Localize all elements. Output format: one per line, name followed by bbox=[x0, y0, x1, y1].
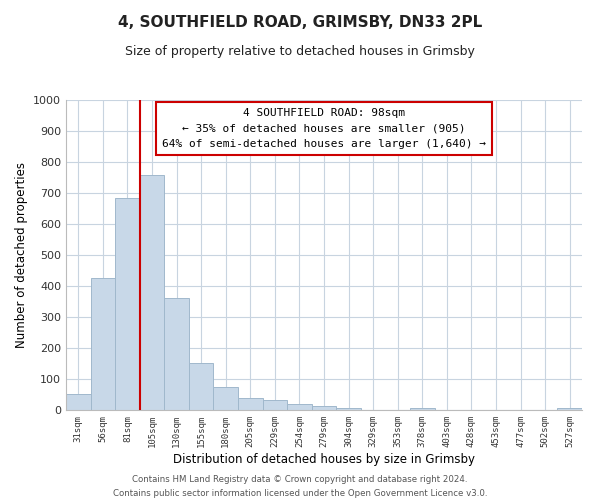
Bar bbox=[336, 408, 361, 410]
Bar bbox=[410, 408, 434, 410]
Bar bbox=[140, 176, 164, 410]
Bar bbox=[164, 298, 189, 410]
Y-axis label: Number of detached properties: Number of detached properties bbox=[14, 162, 28, 348]
Bar bbox=[238, 398, 263, 410]
Bar bbox=[214, 387, 238, 410]
Bar bbox=[312, 406, 336, 410]
Bar bbox=[557, 408, 582, 410]
Bar bbox=[263, 400, 287, 410]
Text: 4 SOUTHFIELD ROAD: 98sqm
← 35% of detached houses are smaller (905)
64% of semi-: 4 SOUTHFIELD ROAD: 98sqm ← 35% of detach… bbox=[162, 108, 486, 149]
Text: Size of property relative to detached houses in Grimsby: Size of property relative to detached ho… bbox=[125, 45, 475, 58]
Bar bbox=[189, 363, 214, 410]
Bar bbox=[115, 198, 140, 410]
Bar bbox=[66, 394, 91, 410]
Bar bbox=[91, 278, 115, 410]
Bar bbox=[287, 404, 312, 410]
Text: Contains HM Land Registry data © Crown copyright and database right 2024.
Contai: Contains HM Land Registry data © Crown c… bbox=[113, 476, 487, 498]
Text: 4, SOUTHFIELD ROAD, GRIMSBY, DN33 2PL: 4, SOUTHFIELD ROAD, GRIMSBY, DN33 2PL bbox=[118, 15, 482, 30]
X-axis label: Distribution of detached houses by size in Grimsby: Distribution of detached houses by size … bbox=[173, 452, 475, 466]
